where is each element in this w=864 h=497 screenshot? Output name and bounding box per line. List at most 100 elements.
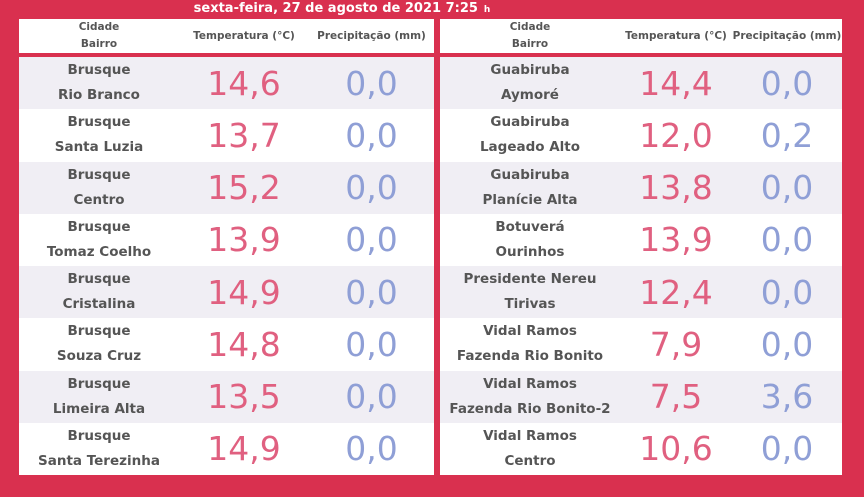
precipitation-value: 0,0: [760, 272, 814, 312]
district-name: Tirivas: [504, 296, 556, 313]
precipitation-value: 0,2: [760, 115, 814, 155]
table-row: Brusque Tomaz Coelho 13,9 0,0: [19, 213, 434, 266]
city-name: Guabiruba: [490, 166, 570, 183]
location-cell: Vidal Ramos Fazenda Rio Bonito-2: [440, 372, 620, 422]
district-name: Centro: [73, 191, 125, 208]
city-name: Brusque: [67, 323, 131, 340]
precipitation-value: 0,0: [760, 168, 814, 208]
right-table-header: Cidade Bairro Temperatura (°C) Precipita…: [440, 19, 842, 53]
location-cell: Presidente Nereu Tirivas: [440, 267, 620, 317]
table-row: Presidente Nereu Tirivas 12,4 0,0: [440, 266, 842, 319]
city-name: Presidente Nereu: [463, 271, 597, 288]
right-table: Cidade Bairro Temperatura (°C) Precipita…: [440, 19, 842, 475]
city-name: Brusque: [67, 375, 131, 392]
location-cell: Brusque Rio Branco: [19, 58, 179, 108]
temperature-value: 14,6: [207, 63, 281, 103]
precipitation-value: 0,0: [760, 324, 814, 364]
precipitation-value: 0,0: [345, 377, 398, 417]
district-name: Limeira Alta: [52, 400, 146, 417]
temperature-value: 13,7: [207, 115, 281, 155]
temperature-value: 13,9: [639, 220, 713, 260]
location-cell: Vidal Ramos Fazenda Rio Bonito: [440, 319, 620, 369]
precipitation-value: 0,0: [760, 429, 814, 469]
left-table-rows: Brusque Rio Branco 14,6 0,0 Brusque Santa Luz…: [19, 57, 434, 475]
district-name: Fazenda Rio Bonito: [456, 348, 604, 365]
district-label: Bairro: [511, 38, 549, 50]
district-name: Centro: [504, 452, 556, 469]
city-name: Brusque: [67, 166, 131, 183]
district-label: Bairro: [80, 38, 118, 50]
table-row: Brusque Rio Branco 14,6 0,0: [19, 57, 434, 110]
temperature-value: 14,9: [207, 429, 281, 469]
table-row: Brusque Cristalina 14,9 0,0: [19, 266, 434, 319]
district-name: Tomaz Coelho: [46, 243, 152, 260]
location-cell: Botuverá Ourinhos: [440, 215, 620, 265]
table-row: Guabiruba Planície Alta 13,8 0,0: [440, 161, 842, 214]
temperature-value: 10,6: [639, 429, 713, 469]
city-label: Cidade: [509, 21, 551, 33]
precipitation-value: 0,0: [345, 324, 398, 364]
location-cell: Brusque Limeira Alta: [19, 372, 179, 422]
table-row: Brusque Limeira Alta 13,5 0,0: [19, 370, 434, 423]
city-name: Guabiruba: [490, 62, 570, 79]
table-row: Brusque Santa Terezinha 14,9 0,0: [19, 422, 434, 475]
temperature-value: 7,9: [649, 324, 703, 364]
temperature-column-header: Temperatura (°C): [193, 30, 295, 42]
table-row: Guabiruba Lageado Alto 12,0 0,2: [440, 109, 842, 162]
temperature-value: 14,8: [207, 324, 281, 364]
left-table-header: Cidade Bairro Temperatura (°C) Precipita…: [19, 19, 434, 53]
date-time-text: sexta-feira, 27 de agosto de 2021 7:25: [193, 1, 478, 16]
location-cell: Brusque Souza Cruz: [19, 319, 179, 369]
district-name: Santa Terezinha: [38, 452, 160, 469]
temperature-value: 13,5: [207, 377, 281, 417]
location-cell: Vidal Ramos Centro: [440, 424, 620, 474]
city-name: Vidal Ramos: [483, 323, 577, 340]
city-name: Vidal Ramos: [483, 427, 577, 444]
temperature-value: 7,5: [649, 377, 703, 417]
city-name: Brusque: [67, 271, 131, 288]
table-row: Brusque Centro 15,2 0,0: [19, 161, 434, 214]
location-column-header: Cidade Bairro: [19, 19, 179, 53]
temperature-value: 14,9: [207, 272, 281, 312]
district-name: Souza Cruz: [56, 348, 142, 365]
temperature-column-header: Temperatura (°C): [625, 30, 727, 42]
temperature-value: 12,0: [639, 115, 713, 155]
city-name: Vidal Ramos: [483, 375, 577, 392]
district-name: Rio Branco: [58, 87, 140, 104]
header-divider: [19, 53, 434, 57]
table-row: Brusque Souza Cruz 14,8 0,0: [19, 318, 434, 371]
precipitation-value: 0,0: [345, 115, 398, 155]
temperature-value: 15,2: [207, 168, 281, 208]
table-row: Vidal Ramos Fazenda Rio Bonito 7,9 0,0: [440, 318, 842, 371]
table-row: Brusque Santa Luzia 13,7 0,0: [19, 109, 434, 162]
location-column-header: Cidade Bairro: [440, 19, 620, 53]
district-name: Aymoré: [501, 87, 559, 104]
district-name: Cristalina: [62, 296, 136, 313]
precipitation-value: 0,0: [760, 220, 814, 260]
precipitation-value: 0,0: [345, 168, 398, 208]
precipitation-value: 3,6: [760, 377, 814, 417]
city-name: Brusque: [67, 427, 131, 444]
location-cell: Guabiruba Planície Alta: [440, 163, 620, 213]
district-name: Ourinhos: [495, 243, 565, 260]
temperature-value: 14,4: [639, 63, 713, 103]
city-name: Guabiruba: [490, 114, 570, 131]
location-cell: Guabiruba Lageado Alto: [440, 110, 620, 160]
district-name: Fazenda Rio Bonito-2: [449, 400, 611, 417]
city-name: Botuverá: [495, 218, 565, 235]
table-row: Guabiruba Aymoré 14,4 0,0: [440, 57, 842, 110]
precipitation-value: 0,0: [345, 429, 398, 469]
date-time-title: sexta-feira, 27 de agosto de 2021 7:25 h: [0, 1, 684, 17]
header-divider: [440, 53, 842, 57]
table-row: Vidal Ramos Fazenda Rio Bonito-2 7,5 3,6: [440, 370, 842, 423]
city-name: Brusque: [67, 114, 131, 131]
right-table-rows: Guabiruba Aymoré 14,4 0,0 Guabiruba Lageado A…: [440, 57, 842, 475]
time-unit: h: [483, 5, 491, 15]
city-name: Brusque: [67, 218, 131, 235]
precipitation-value: 0,0: [345, 272, 398, 312]
district-name: Planície Alta: [482, 191, 578, 208]
precipitation-value: 0,0: [760, 63, 814, 103]
location-cell: Brusque Cristalina: [19, 267, 179, 317]
precipitation-column-header: Precipitação (mm): [317, 30, 426, 42]
